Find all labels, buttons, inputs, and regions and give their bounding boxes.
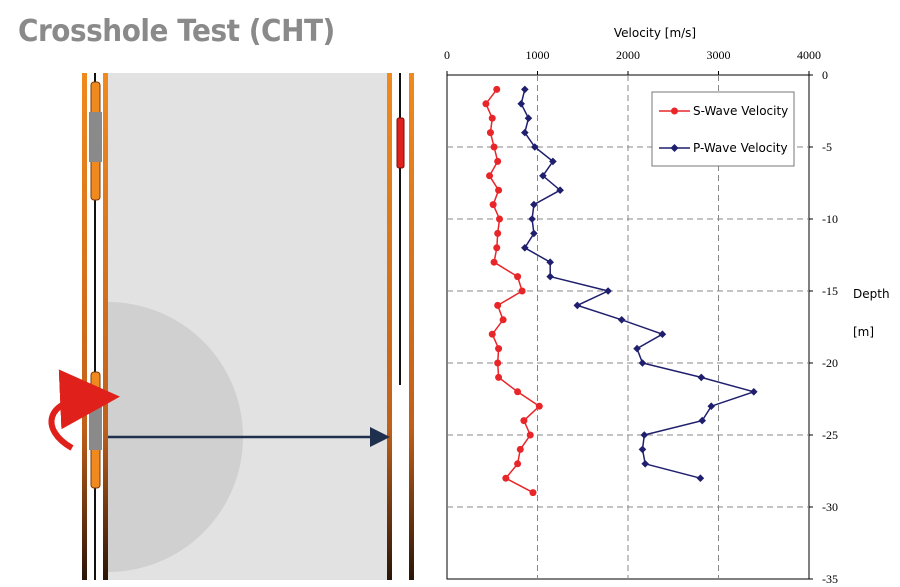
data-point bbox=[529, 489, 537, 497]
data-point bbox=[495, 345, 503, 353]
data-point bbox=[546, 258, 554, 266]
data-point bbox=[530, 143, 539, 151]
data-point bbox=[698, 416, 707, 425]
data-point bbox=[499, 316, 507, 324]
legend-label-s-wave: S-Wave Velocity bbox=[693, 104, 788, 118]
data-point bbox=[495, 215, 503, 223]
data-point bbox=[530, 229, 538, 238]
data-point bbox=[495, 186, 503, 194]
data-point bbox=[488, 114, 496, 122]
y-axis-label-depth: Depth bbox=[853, 287, 890, 301]
data-point bbox=[514, 388, 522, 396]
legend: S-Wave Velocity P-Wave Velocity bbox=[651, 91, 795, 167]
data-point bbox=[502, 474, 510, 482]
data-point bbox=[494, 229, 502, 237]
x-tick-label: 3000 bbox=[707, 48, 731, 62]
data-point bbox=[493, 244, 501, 252]
data-point bbox=[749, 388, 758, 396]
y-tick-labels: 0 -5 -10 -15 -20 -25 -30 -35 bbox=[809, 68, 838, 586]
legend-label-p-wave: P-Wave Velocity bbox=[693, 141, 788, 155]
data-point bbox=[638, 359, 647, 367]
data-point bbox=[518, 287, 526, 295]
right-borehole-wall-inner bbox=[409, 73, 414, 580]
data-point bbox=[521, 244, 529, 252]
y-tick-label: -25 bbox=[822, 428, 838, 442]
legend-marker-s-wave bbox=[671, 107, 678, 115]
left-borehole-wall-outer bbox=[82, 73, 87, 580]
y-tick-label: -30 bbox=[822, 500, 838, 514]
data-point bbox=[658, 330, 667, 338]
x-tick-label: 1000 bbox=[526, 48, 550, 62]
data-point bbox=[516, 445, 524, 453]
data-point bbox=[539, 172, 547, 180]
series-s-wave bbox=[482, 85, 543, 497]
data-point bbox=[517, 100, 526, 108]
data-point bbox=[494, 359, 502, 367]
right-borehole-wall-outer bbox=[387, 73, 392, 580]
rotation-arrow-icon bbox=[48, 369, 120, 451]
data-point bbox=[640, 431, 649, 439]
x-tick-labels: 0 1000 2000 3000 4000 bbox=[444, 48, 821, 75]
receiver-probe-right bbox=[396, 117, 405, 169]
y-tick-label: 0 bbox=[822, 68, 828, 82]
x-tick-label: 4000 bbox=[797, 48, 821, 62]
data-point bbox=[495, 373, 503, 381]
data-point bbox=[521, 85, 529, 94]
data-point bbox=[697, 373, 706, 382]
data-point bbox=[530, 200, 538, 209]
legend-marker-p-wave bbox=[670, 144, 679, 152]
data-point bbox=[696, 474, 705, 482]
upper-receiver-probe bbox=[89, 81, 102, 201]
data-point bbox=[514, 273, 522, 281]
data-point bbox=[490, 143, 498, 151]
data-point bbox=[514, 460, 522, 468]
y-tick-label: -5 bbox=[822, 140, 832, 154]
y-tick-label: -15 bbox=[822, 284, 838, 298]
data-point bbox=[573, 301, 582, 310]
data-point bbox=[556, 186, 564, 194]
data-point bbox=[486, 172, 494, 180]
data-point bbox=[490, 258, 498, 266]
data-point bbox=[482, 100, 490, 108]
data-point bbox=[493, 85, 501, 93]
data-point bbox=[521, 128, 529, 137]
data-point bbox=[528, 215, 536, 223]
data-point bbox=[494, 301, 502, 309]
y-tick-label: -35 bbox=[822, 572, 838, 586]
page-title: Crosshole Test (CHT) bbox=[18, 14, 335, 49]
data-point bbox=[549, 157, 557, 166]
x-tick-label: 2000 bbox=[616, 48, 640, 62]
left-borehole-wall-inner bbox=[103, 73, 108, 580]
data-point bbox=[546, 272, 554, 281]
data-point bbox=[526, 431, 534, 439]
data-point bbox=[535, 402, 543, 410]
x-axis-label: Velocity [m/s] bbox=[614, 26, 696, 40]
series-line bbox=[520, 89, 757, 479]
data-point bbox=[520, 417, 528, 425]
data-point bbox=[638, 445, 647, 454]
series-layer bbox=[482, 85, 758, 497]
data-point bbox=[641, 460, 649, 468]
data-point bbox=[486, 129, 494, 137]
data-point bbox=[524, 114, 533, 122]
x-tick-label: 0 bbox=[444, 48, 450, 62]
data-point bbox=[707, 402, 716, 410]
series-p-wave bbox=[517, 85, 758, 482]
data-point bbox=[494, 157, 502, 165]
y-tick-label: -10 bbox=[822, 212, 838, 226]
y-axis-label-unit: [m] bbox=[853, 325, 874, 339]
y-tick-label: -20 bbox=[822, 356, 838, 370]
legend-box bbox=[651, 91, 795, 167]
data-point bbox=[617, 316, 626, 324]
data-point bbox=[489, 201, 497, 209]
data-point bbox=[488, 330, 496, 338]
data-point bbox=[633, 344, 641, 353]
crosshole-illustration bbox=[48, 73, 414, 580]
data-point bbox=[604, 287, 612, 295]
